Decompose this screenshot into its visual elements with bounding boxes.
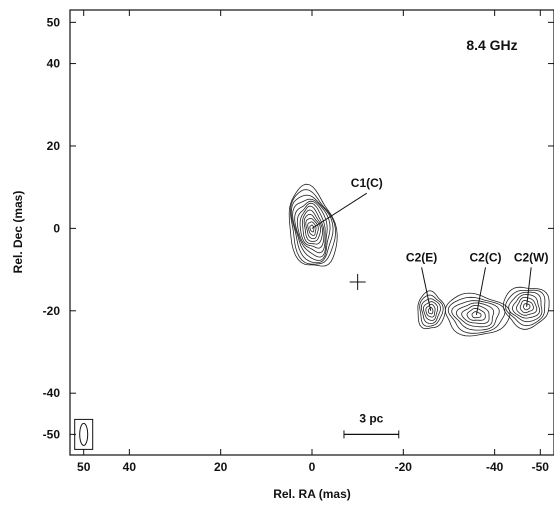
component-pointer-line xyxy=(421,267,432,311)
contour-level xyxy=(290,194,334,264)
contour-level xyxy=(419,294,444,327)
contour-level xyxy=(288,183,338,267)
plot-frame xyxy=(69,9,554,456)
contour-level xyxy=(461,304,490,324)
contour-level xyxy=(502,286,550,330)
contour-level xyxy=(296,202,326,254)
scale-bar-label: 3 pc xyxy=(359,411,383,425)
contour-level xyxy=(425,303,436,318)
annotations: C1(C) C2(E) C2(C) C2(W) 3 pc xyxy=(74,176,549,450)
contour-level xyxy=(290,189,336,265)
axis-ticks: 50 40 20 0 -20 -40 -50 50 40 20 0 -20 -40 -50 xyxy=(43,10,554,474)
y-tick-label: 20 xyxy=(47,139,61,153)
beam-ellipse xyxy=(79,422,89,446)
contour-level xyxy=(305,217,319,240)
contour-level xyxy=(455,302,495,328)
x-tick-label: -40 xyxy=(486,460,504,474)
contour-level xyxy=(447,296,506,334)
component-label: C2(W) xyxy=(514,250,549,264)
y-axis-label: Rel. Dec (mas) xyxy=(11,191,25,274)
contour-level xyxy=(444,292,511,337)
y-tick-label: -20 xyxy=(43,304,61,318)
contour-level xyxy=(427,307,434,315)
y-tick-label: 50 xyxy=(47,15,61,29)
x-tick-label: 40 xyxy=(123,460,137,474)
y-tick-label: -50 xyxy=(43,427,61,441)
contour-level xyxy=(471,311,482,319)
component-pointer-line xyxy=(311,192,368,229)
y-tick-label: -40 xyxy=(43,386,61,400)
component-label: C1(C) xyxy=(351,176,383,190)
x-tick-label: -50 xyxy=(532,460,550,474)
contour-layer xyxy=(288,183,550,337)
beam-box xyxy=(74,418,94,450)
contour-level xyxy=(294,200,328,258)
contour-level xyxy=(307,221,317,236)
chart-title: 8.4 GHz xyxy=(466,37,517,53)
contour-level xyxy=(423,301,439,321)
contour-level xyxy=(508,291,543,323)
x-tick-label: 20 xyxy=(214,460,228,474)
contour-level xyxy=(511,294,540,319)
contour-level xyxy=(420,298,441,324)
y-tick-label: 40 xyxy=(47,57,61,71)
contour-level xyxy=(309,224,315,233)
contour-level xyxy=(451,300,500,331)
contour-level xyxy=(302,209,323,245)
contour-level xyxy=(516,296,538,316)
contour-level xyxy=(417,290,446,330)
contour-level xyxy=(519,300,534,314)
contour-level xyxy=(505,289,546,327)
contour-level xyxy=(466,307,486,321)
x-axis-label: Rel. RA (mas) xyxy=(273,487,351,501)
x-tick-label: 0 xyxy=(309,460,316,474)
contour-level xyxy=(522,303,531,311)
x-tick-label: 50 xyxy=(77,460,91,474)
component-pointer-line xyxy=(526,267,532,307)
y-tick-label: 0 xyxy=(53,221,60,235)
component-label: C2(C) xyxy=(470,250,502,264)
x-tick-label: -20 xyxy=(395,460,413,474)
component-pointer-line xyxy=(475,267,487,316)
contour-level xyxy=(299,205,325,249)
contour-level xyxy=(292,198,331,261)
component-label: C2(E) xyxy=(406,250,437,264)
contour-level xyxy=(303,213,322,242)
